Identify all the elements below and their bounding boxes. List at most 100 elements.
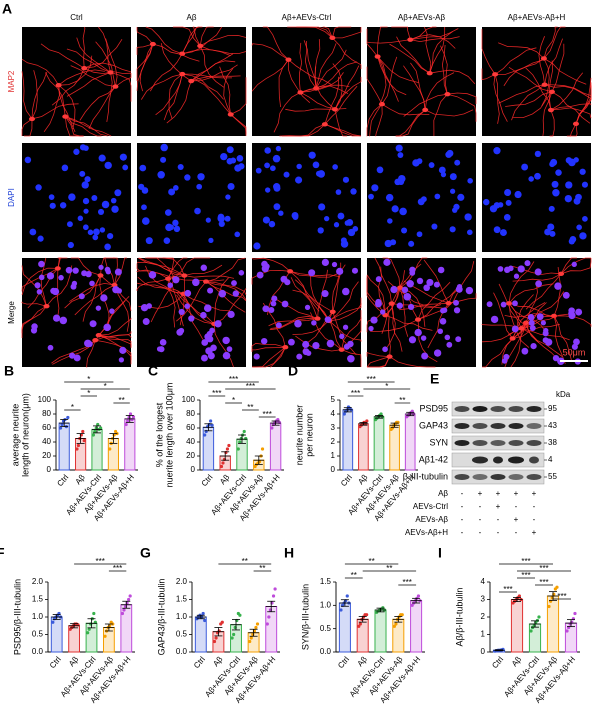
significance-label: *** bbox=[96, 557, 105, 566]
nucleus bbox=[141, 217, 150, 225]
data-point bbox=[219, 464, 224, 469]
nucleus bbox=[529, 325, 536, 332]
y-tick-label: 1 bbox=[481, 630, 486, 639]
nucleus bbox=[52, 314, 61, 322]
bar bbox=[404, 413, 416, 471]
neurite bbox=[300, 84, 350, 93]
y-axis-label: neurite number bbox=[294, 405, 304, 466]
neurite bbox=[511, 84, 545, 121]
y-tick-label: 40 bbox=[186, 437, 195, 446]
data-point bbox=[573, 611, 577, 616]
neurite bbox=[508, 261, 535, 304]
treatment-sign: + bbox=[532, 528, 537, 537]
data-point bbox=[225, 447, 230, 451]
data-point bbox=[75, 447, 79, 451]
blot-band bbox=[490, 423, 506, 429]
data-point bbox=[365, 419, 369, 423]
nucleus bbox=[351, 267, 359, 274]
blot-band bbox=[490, 474, 506, 480]
nucleus bbox=[95, 305, 102, 311]
nucleus bbox=[571, 343, 578, 350]
y-axis-label: average neurite bbox=[10, 404, 20, 467]
blot-band bbox=[493, 456, 503, 464]
treatment-sign: - bbox=[461, 515, 464, 524]
neurite bbox=[184, 275, 235, 279]
micrograph bbox=[252, 143, 361, 252]
nucleus bbox=[399, 207, 407, 216]
panel-letter: D bbox=[288, 363, 298, 379]
data-point bbox=[81, 429, 85, 434]
significance-label: *** bbox=[351, 389, 360, 398]
protein-label: GAP43 bbox=[419, 420, 448, 430]
nucleus bbox=[238, 270, 245, 276]
soma bbox=[112, 84, 119, 89]
neurite bbox=[328, 320, 362, 342]
nucleus bbox=[217, 214, 225, 223]
nucleus bbox=[50, 287, 57, 294]
neurite bbox=[21, 265, 47, 307]
soma bbox=[509, 336, 516, 341]
neurite bbox=[24, 118, 33, 137]
nucleus bbox=[370, 316, 378, 324]
y-tick-label: 1.0 bbox=[320, 600, 332, 609]
nucleus bbox=[81, 181, 89, 189]
neurite bbox=[494, 74, 500, 124]
nucleus bbox=[576, 224, 582, 231]
bar bbox=[124, 418, 136, 471]
significance-label: *** bbox=[229, 375, 238, 384]
nucleus bbox=[268, 306, 275, 314]
nucleus bbox=[414, 328, 422, 337]
neurite bbox=[290, 277, 318, 319]
nucleus bbox=[273, 184, 281, 192]
data-point bbox=[265, 622, 269, 626]
neurite bbox=[521, 282, 538, 329]
nucleus bbox=[275, 145, 282, 152]
y-tick-label: 4 bbox=[481, 577, 486, 586]
nucleus bbox=[119, 346, 127, 354]
neurite bbox=[176, 292, 215, 325]
column-label: Aβ+AEVs-Aβ+H bbox=[508, 13, 566, 22]
neurite bbox=[381, 56, 398, 105]
neurite bbox=[550, 107, 592, 119]
nucleus bbox=[317, 227, 324, 234]
panel-letter: G bbox=[140, 545, 151, 561]
soma bbox=[149, 41, 156, 47]
neurite bbox=[70, 257, 101, 276]
nucleus bbox=[84, 176, 91, 183]
neurite bbox=[569, 123, 577, 137]
y-tick-label: 1.0 bbox=[32, 612, 44, 621]
neurite bbox=[433, 93, 448, 136]
nucleus bbox=[118, 357, 125, 363]
nucleus bbox=[312, 341, 320, 350]
neurite bbox=[300, 72, 344, 93]
nucleus bbox=[581, 181, 589, 188]
neurite bbox=[195, 79, 232, 115]
data-point bbox=[517, 594, 521, 598]
data-point bbox=[244, 436, 248, 441]
nucleus bbox=[38, 274, 45, 281]
nucleus bbox=[368, 193, 374, 200]
nucleus bbox=[466, 229, 473, 236]
nucleus bbox=[271, 295, 278, 302]
neurite bbox=[560, 257, 577, 274]
nucleus bbox=[497, 266, 504, 272]
neurite bbox=[94, 300, 126, 341]
bar bbox=[120, 604, 133, 653]
x-tick-label: Aβ bbox=[510, 655, 524, 669]
nucleus bbox=[549, 230, 556, 237]
nucleus bbox=[350, 188, 357, 195]
treatment-sign: - bbox=[497, 528, 500, 537]
neurite bbox=[549, 109, 555, 137]
nucleus bbox=[119, 153, 127, 161]
y-tick-label: 100 bbox=[182, 395, 196, 404]
nucleus bbox=[315, 170, 322, 177]
soma bbox=[386, 354, 393, 359]
data-point bbox=[345, 594, 349, 598]
nucleus bbox=[97, 208, 105, 215]
soma bbox=[540, 56, 547, 61]
nucleus bbox=[527, 313, 535, 321]
neurite bbox=[70, 65, 116, 87]
nucleus bbox=[201, 339, 209, 346]
soma bbox=[388, 301, 395, 306]
soma bbox=[29, 116, 36, 122]
